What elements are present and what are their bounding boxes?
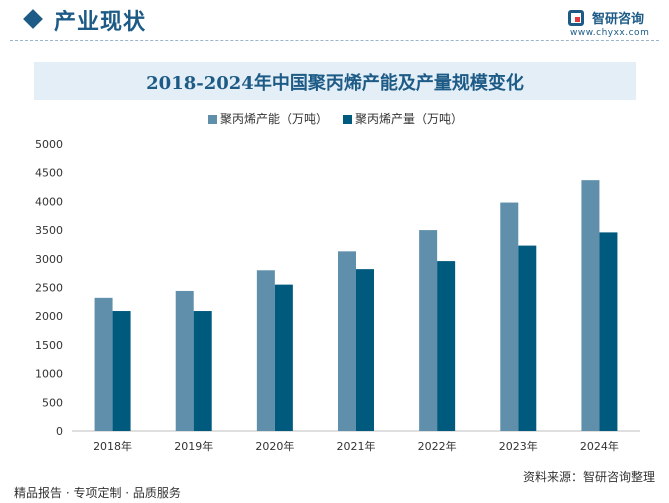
y-axis: 0 500 1000 1500 2000 2500 3000 3500 4000 4500 5000	[35, 138, 63, 438]
chart-title-band: 2018-2024年中国聚丙烯产能及产量规模变化	[34, 62, 636, 100]
logo-icon	[568, 10, 584, 26]
y-tick-label: 1500	[35, 339, 63, 352]
footer-tagline: 精品报告 · 专项定制 · 品质服务	[14, 486, 181, 500]
bar-capacity	[338, 251, 356, 431]
y-tick-label: 5000	[35, 138, 63, 151]
bar-capacity	[500, 202, 519, 431]
legend-label-capacity: 聚丙烯产能（万吨）	[220, 112, 329, 126]
x-tick-label: 2018年	[93, 439, 132, 453]
y-tick-label: 1000	[35, 368, 63, 381]
legend-item-capacity: 聚丙烯产能（万吨）	[208, 110, 328, 128]
header: 产业现状 智研咨询 www.chyxx.com	[0, 0, 669, 44]
chart-title: 2018-2024年中国聚丙烯产能及产量规模变化	[146, 73, 524, 94]
page-title: 产业现状	[54, 10, 147, 35]
bar-capacity	[581, 180, 600, 431]
chart-legend: 聚丙烯产能（万吨） 聚丙烯产量（万吨）	[0, 110, 669, 130]
y-tick-label: 4500	[35, 167, 63, 180]
x-tick-label: 2022年	[418, 439, 457, 453]
bar-output	[356, 269, 374, 431]
bar-output	[599, 232, 618, 431]
y-tick-label: 3000	[35, 253, 63, 266]
y-tick-label: 500	[42, 396, 63, 409]
bar-capacity	[419, 230, 438, 431]
header-divider	[10, 40, 659, 41]
y-tick-label: 2000	[35, 310, 63, 323]
bar-capacity	[175, 290, 194, 431]
y-tick-label: 4000	[35, 195, 63, 208]
bar-output	[274, 284, 293, 431]
x-axis: 2018年 2019年 2020年 2021年 2022年 2023年 2024年	[72, 430, 640, 453]
legend-item-output: 聚丙烯产量（万吨）	[343, 110, 463, 128]
bar-capacity	[256, 270, 275, 431]
bar-output	[518, 245, 537, 431]
logo-url: www.chyxx.com	[570, 28, 650, 38]
legend-swatch-output	[343, 115, 352, 124]
y-tick-label: 3500	[35, 224, 63, 237]
legend-swatch-capacity	[208, 115, 217, 124]
y-tick-label: 0	[56, 425, 63, 438]
data-source: 资料来源：智研咨询整理	[522, 470, 655, 484]
brand-logo: 智研咨询 www.chyxx.com	[566, 4, 666, 40]
legend-label-output: 聚丙烯产量（万吨）	[355, 112, 464, 126]
bar-output	[437, 261, 456, 431]
bar-capacity	[94, 297, 113, 431]
y-tick-label: 2500	[35, 282, 63, 295]
logo-text: 智研咨询	[592, 12, 645, 27]
x-tick-label: 2024年	[580, 439, 619, 453]
bar-output	[112, 311, 131, 431]
x-tick-label: 2019年	[174, 439, 213, 453]
x-tick-label: 2020年	[255, 439, 294, 453]
x-tick-label: 2021年	[337, 439, 376, 453]
x-tick-label: 2023年	[499, 439, 538, 453]
footer-band	[0, 478, 669, 503]
bars	[94, 180, 618, 431]
bar-output	[193, 311, 212, 431]
